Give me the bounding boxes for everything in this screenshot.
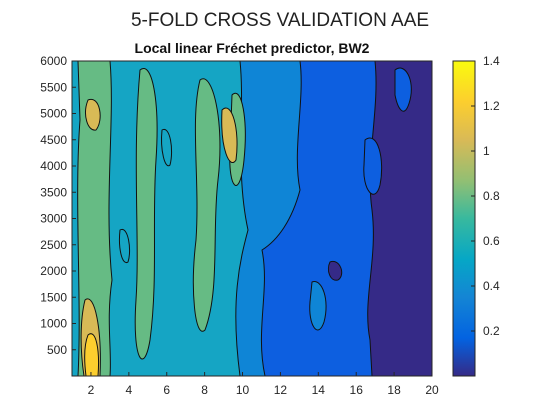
contour-region-blob-a xyxy=(394,67,412,112)
colorbar: 0.2 0.4 0.6 0.8 1 1.2 1.4 xyxy=(452,54,500,377)
contour-region-gold-2 xyxy=(85,98,101,131)
x-axis-ticks: 2 4 6 8 10 12 14 16 18 20 xyxy=(88,372,439,397)
y-tick-label: 4000 xyxy=(40,159,67,173)
contour-region-blob-d xyxy=(309,281,327,331)
x-tick-label: 16 xyxy=(350,383,364,397)
y-tick-label: 500 xyxy=(47,343,67,357)
y-tick-label: 3500 xyxy=(40,185,67,199)
plot-area xyxy=(71,60,433,377)
colorbar-tick-label: 1.4 xyxy=(483,54,500,68)
contour-region-teal-hole-2 xyxy=(119,228,131,264)
y-tick-label: 1000 xyxy=(40,317,67,331)
x-tick-label: 12 xyxy=(274,383,288,397)
figure-suptitle: 5-FOLD CROSS VALIDATION AAE xyxy=(130,10,430,31)
contour-region-teal-hole-1 xyxy=(161,128,173,167)
x-tick-label: 20 xyxy=(425,383,439,397)
chart-title: Local linear Fréchet predictor, BW2 xyxy=(134,40,370,56)
contour-region-green-2 xyxy=(134,67,158,360)
x-tick-label: 18 xyxy=(387,383,401,397)
y-tick-label: 5500 xyxy=(40,80,67,94)
y-tick-label: 1500 xyxy=(40,290,67,304)
y-tick-label: 2000 xyxy=(40,264,67,278)
y-tick-label: 3000 xyxy=(40,212,67,226)
x-tick-label: 10 xyxy=(236,383,250,397)
y-axis-ticks: 500 1000 1500 2000 2500 3000 3500 4000 4500 5000 5… xyxy=(40,54,76,357)
colorbar-tick-label: 0.4 xyxy=(483,279,500,293)
colorbar-tick-label: 0.8 xyxy=(483,189,500,203)
colorbar-tick-label: 0.6 xyxy=(483,234,500,248)
x-tick-label: 6 xyxy=(163,383,170,397)
contour-region-gold-3 xyxy=(221,107,238,163)
y-tick-label: 4500 xyxy=(40,133,67,147)
colorbar-tick-label: 0.2 xyxy=(483,324,500,338)
contour-region-yellow xyxy=(84,333,99,376)
colorbar-scale xyxy=(452,60,476,377)
x-tick-label: 4 xyxy=(125,383,132,397)
contour-region-blob-b xyxy=(363,137,383,195)
x-tick-label: 14 xyxy=(312,383,326,397)
contour-fills xyxy=(72,61,432,376)
contour-region-green xyxy=(77,61,113,376)
x-tick-label: 8 xyxy=(201,383,208,397)
colorbar-tick-label: 1 xyxy=(483,144,490,158)
contour-region-blob-c xyxy=(327,260,343,281)
contour-region-green-3 xyxy=(192,78,221,332)
y-tick-label: 6000 xyxy=(40,54,67,68)
y-tick-label: 5000 xyxy=(40,107,67,121)
x-tick-label: 2 xyxy=(88,383,95,397)
y-tick-label: 2500 xyxy=(40,238,67,252)
colorbar-tick-label: 1.2 xyxy=(483,99,500,113)
